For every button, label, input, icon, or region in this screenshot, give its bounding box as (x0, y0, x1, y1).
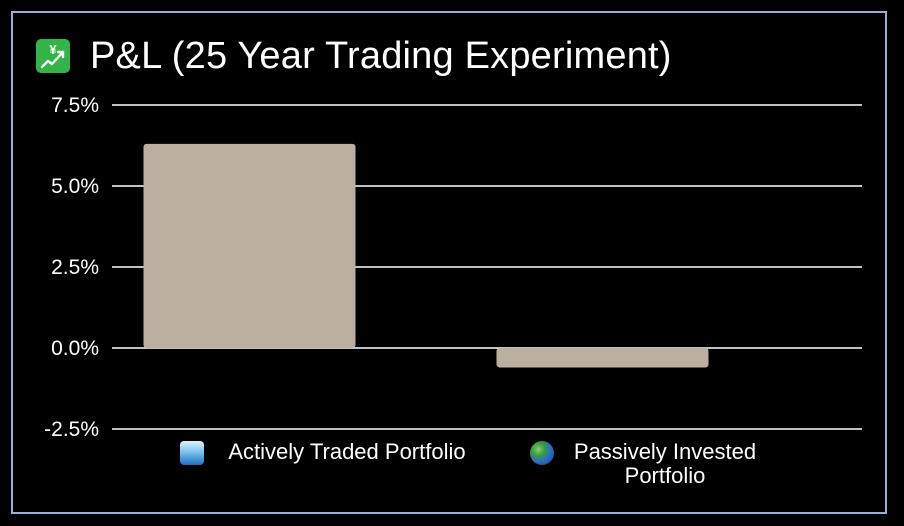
y-tick-label: 0.0% (51, 337, 99, 360)
svg-text:¥: ¥ (49, 42, 57, 57)
y-tick-label: 5.0% (51, 175, 99, 198)
chart-title-row: ¥ P&L (25 Year Trading Experiment) (36, 34, 672, 77)
globe-icon (530, 441, 554, 465)
legend-label: Passively Invested Portfolio (562, 440, 768, 488)
y-tick-label: 7.5% (51, 94, 99, 117)
water-wave-icon (180, 441, 204, 465)
bar (496, 348, 709, 368)
legend-label-line: Actively Traded Portfolio (228, 439, 466, 464)
legend-label-line: Passively Invested (573, 439, 757, 464)
bar (143, 143, 356, 348)
y-tick-label: -2.5% (44, 418, 99, 441)
chart-title: P&L (25 Year Trading Experiment) (90, 34, 672, 77)
legend-label: Actively Traded Portfolio (216, 440, 478, 464)
legend-label-line: Portfolio (624, 463, 706, 488)
y-tick-label: 2.5% (51, 256, 99, 279)
chart-with-upwards-trend-yen-icon: ¥ (36, 39, 70, 73)
